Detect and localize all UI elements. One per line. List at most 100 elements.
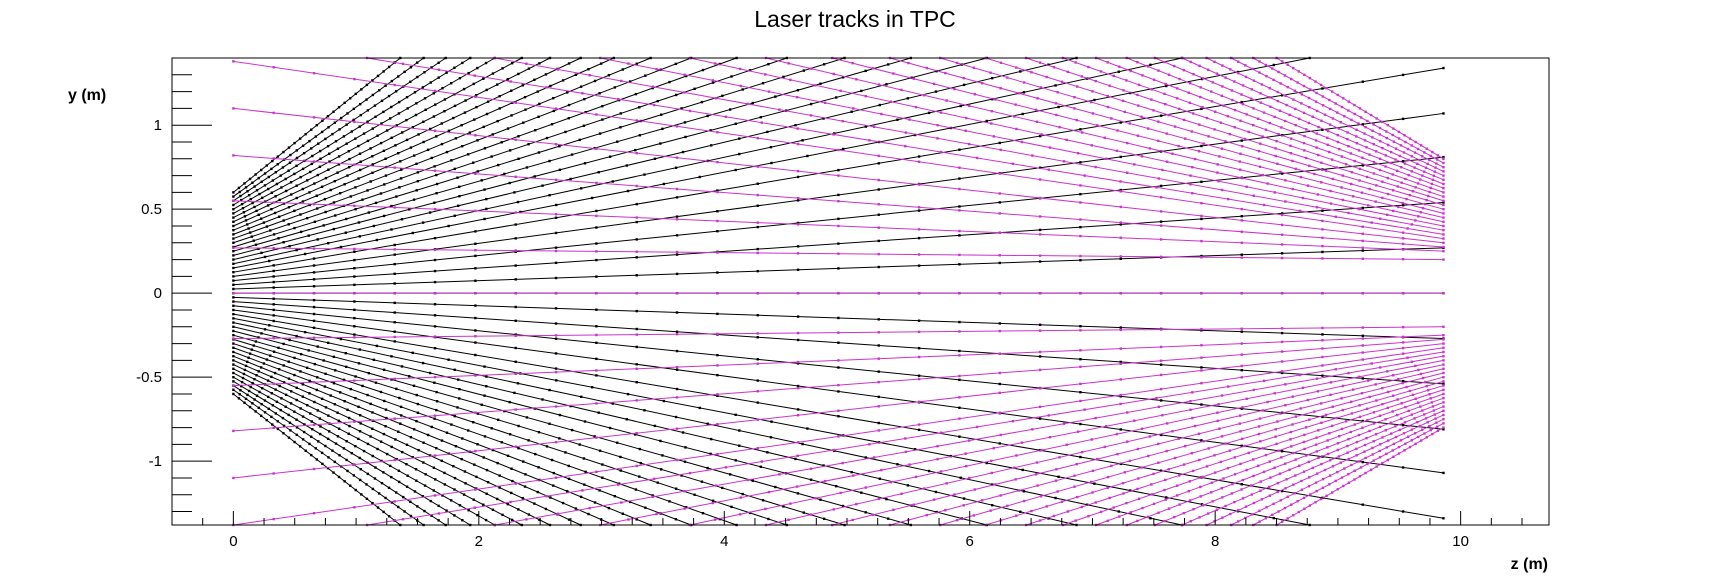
track-point xyxy=(1397,445,1401,449)
track-point xyxy=(1038,254,1042,257)
track-point xyxy=(1240,342,1243,345)
track-point xyxy=(1065,138,1068,142)
track-point xyxy=(1115,432,1119,436)
track-point xyxy=(1119,402,1122,406)
track-point xyxy=(914,105,918,109)
track-point xyxy=(574,73,577,76)
track-point xyxy=(1220,394,1224,397)
track-point xyxy=(782,75,785,79)
track-point xyxy=(809,102,813,106)
track-point xyxy=(1308,418,1311,421)
track-point xyxy=(1080,75,1084,78)
track-point xyxy=(445,509,448,512)
track-point xyxy=(1400,417,1403,420)
track-point xyxy=(841,119,844,123)
y-tick-label: 1 xyxy=(154,117,162,134)
track-point xyxy=(1280,213,1284,217)
track-point xyxy=(407,208,411,211)
track-point xyxy=(1252,123,1255,127)
track-point xyxy=(500,141,503,144)
track-point xyxy=(265,418,268,422)
track-point xyxy=(517,72,520,76)
track-point xyxy=(958,253,961,257)
track-point xyxy=(1372,123,1375,126)
track-point xyxy=(850,110,853,113)
track-point xyxy=(635,381,638,384)
track-point xyxy=(271,404,275,407)
track-point xyxy=(716,393,719,396)
track-point xyxy=(485,207,488,211)
track-point xyxy=(1307,484,1311,488)
track-point xyxy=(1259,101,1262,104)
track-point xyxy=(570,153,574,156)
track-point xyxy=(1371,446,1374,450)
track-point xyxy=(1432,174,1436,177)
track-point xyxy=(1291,159,1294,163)
track-point xyxy=(538,518,541,521)
track-point xyxy=(324,137,327,141)
track-point xyxy=(681,150,685,154)
track-point xyxy=(384,157,387,160)
track-point xyxy=(432,489,435,492)
track-point xyxy=(837,224,840,228)
track-point xyxy=(822,464,825,467)
track-point xyxy=(337,163,341,166)
track-point xyxy=(975,425,979,429)
track-point xyxy=(348,157,351,161)
track-point xyxy=(1094,79,1097,83)
track-point xyxy=(1190,451,1194,455)
track-point xyxy=(998,231,1001,234)
track-point xyxy=(873,456,876,459)
track-point xyxy=(998,411,1001,414)
track-point xyxy=(1378,456,1382,459)
track-point xyxy=(1442,471,1445,475)
track-point xyxy=(554,231,558,235)
track-point xyxy=(393,248,396,251)
track-point xyxy=(433,280,437,284)
track-point xyxy=(1091,491,1094,494)
track-point xyxy=(583,162,587,165)
track-point xyxy=(1222,477,1225,480)
track-point xyxy=(1405,385,1408,389)
track-point xyxy=(581,92,584,95)
track-point xyxy=(1090,438,1093,441)
track-point xyxy=(1262,203,1266,207)
track-point xyxy=(263,399,267,402)
track-point xyxy=(276,155,280,158)
track-point xyxy=(269,229,272,232)
track-point xyxy=(251,381,254,385)
track-point xyxy=(1442,203,1445,207)
track-point xyxy=(313,220,317,223)
track-point xyxy=(433,129,437,132)
track-point xyxy=(917,330,921,334)
track-point xyxy=(288,421,292,424)
track-point xyxy=(1434,417,1437,420)
track-point xyxy=(958,291,961,295)
track-point xyxy=(1038,329,1042,332)
track-point xyxy=(839,491,842,495)
track-point xyxy=(759,116,763,119)
track-point xyxy=(635,220,638,224)
track-point xyxy=(401,131,404,134)
track-point xyxy=(1079,291,1082,295)
track-point xyxy=(473,118,476,121)
track-point xyxy=(389,464,392,468)
track-point xyxy=(232,392,235,396)
track-point xyxy=(1216,419,1219,423)
track-point xyxy=(1321,104,1325,107)
track-point xyxy=(998,371,1001,375)
track-point xyxy=(554,178,558,182)
track-point xyxy=(968,476,971,480)
track-point xyxy=(312,264,316,267)
track-point xyxy=(756,358,759,361)
track-point xyxy=(1240,144,1244,148)
track-point xyxy=(397,430,400,433)
track-point xyxy=(1257,117,1260,120)
track-point xyxy=(1057,105,1060,109)
track-point xyxy=(1431,178,1435,181)
track-point xyxy=(514,223,517,226)
track-point xyxy=(1272,78,1275,82)
track-point xyxy=(369,180,372,183)
track-point xyxy=(435,192,438,195)
track-point xyxy=(416,171,420,174)
